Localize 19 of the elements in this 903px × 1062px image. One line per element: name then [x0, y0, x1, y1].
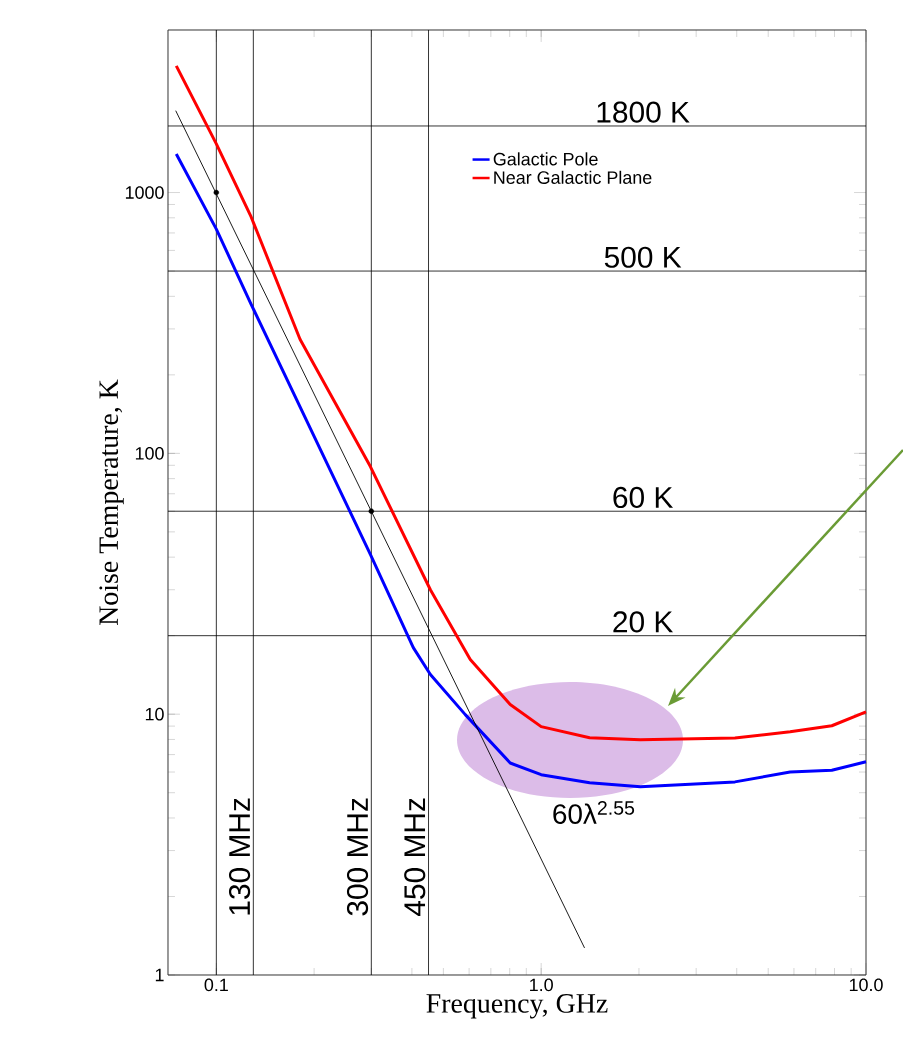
- y-tick-label: 1: [155, 968, 164, 982]
- legend-label: Galactic Pole: [493, 152, 598, 166]
- ref-line-label: 130 MHz: [228, 798, 251, 915]
- annotation: 60λ$^{2.55}$: [553, 801, 635, 824]
- x-tick-label: 10.0: [849, 978, 883, 992]
- y-tick-label: 10: [145, 707, 164, 721]
- ref-line-label: 20 K: [613, 611, 674, 633]
- y-axis-title: Noise Temperature, K: [99, 379, 124, 626]
- ref-line-label: 450 MHz: [404, 798, 426, 916]
- legend-label: Near Galactic Plane: [494, 170, 652, 184]
- x-axis-title: Frequency, GHz: [426, 994, 608, 1019]
- ref-line-label: 500 K: [604, 246, 682, 268]
- ref-line-label: 60 K: [613, 486, 674, 509]
- y-tick-label: 1000: [125, 186, 164, 199]
- y-tick-label: 100: [135, 447, 164, 460]
- ref-line-label: 300 MHz: [346, 798, 369, 916]
- x-tick-label: 0.1: [204, 978, 228, 992]
- x-tick-label: 1.0: [530, 978, 553, 992]
- ref-line-label: 1800 K: [597, 101, 690, 123]
